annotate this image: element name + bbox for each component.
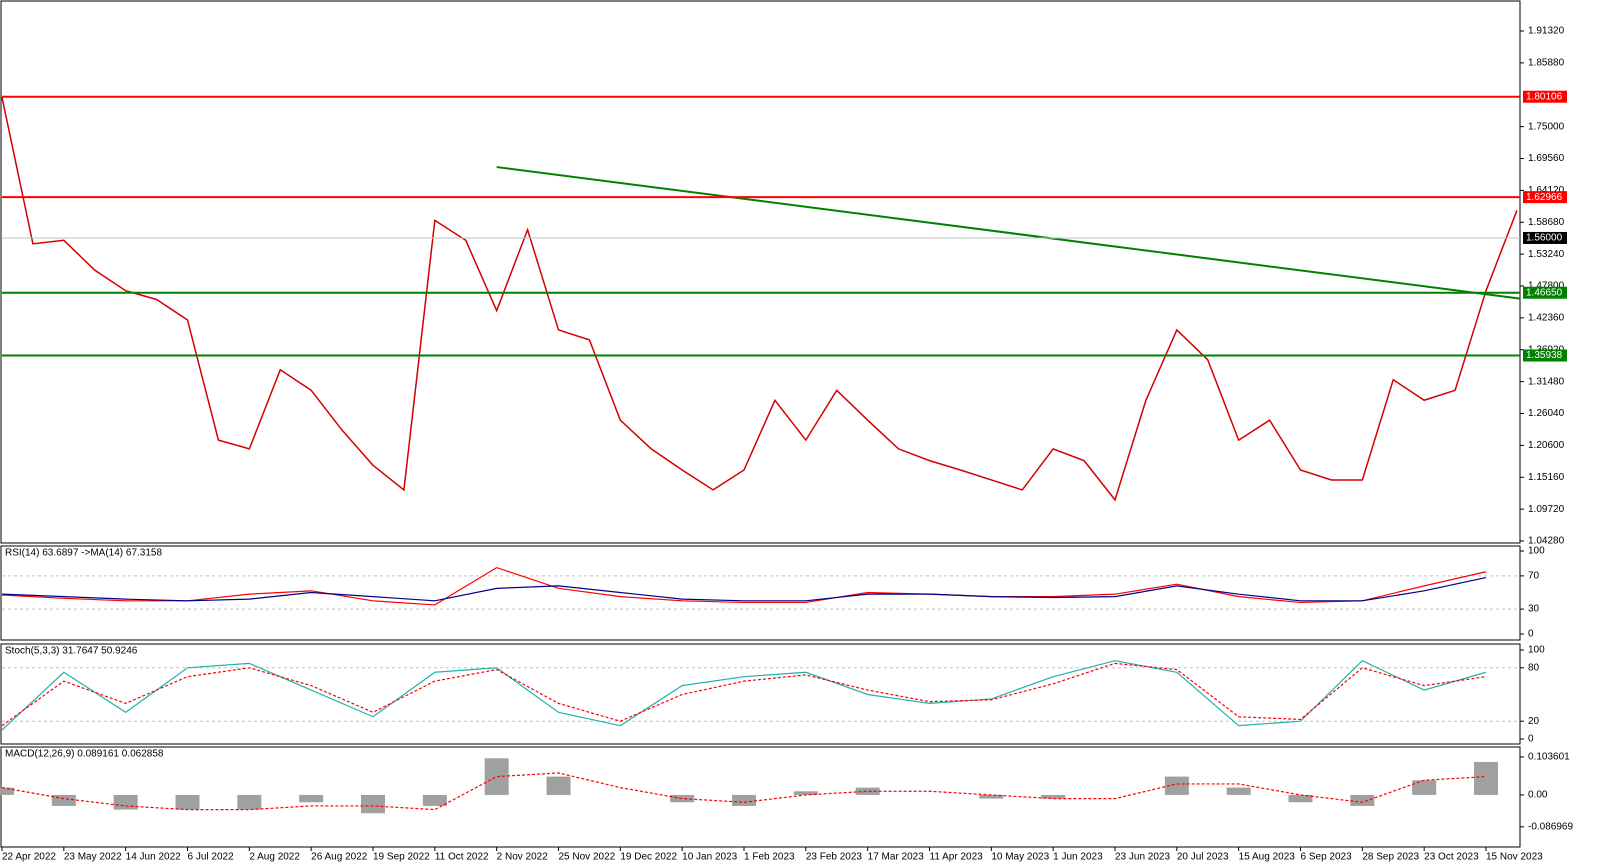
y-tick-label: 1.04280 xyxy=(1528,536,1565,547)
macd-bar xyxy=(175,794,200,810)
macd-bar xyxy=(1164,776,1189,795)
macd-bar xyxy=(732,794,756,806)
indicator-line xyxy=(1,576,1487,602)
macd-bar xyxy=(1226,787,1251,795)
price-label: 1.80106 xyxy=(1526,91,1563,102)
macd-bar xyxy=(979,794,1004,799)
y-tick-label: 1.31480 xyxy=(1528,376,1565,387)
panel-frame xyxy=(0,545,1521,641)
x-tick-label: 10 Jan 2023 xyxy=(682,852,737,863)
price-label-box xyxy=(1523,90,1567,103)
macd-bar xyxy=(0,787,14,795)
macd-bar xyxy=(299,794,324,803)
x-tick-label: 11 Apr 2023 xyxy=(930,852,984,863)
x-tick-label: 22 Apr 2022 xyxy=(2,852,56,863)
y-tick-label: 70 xyxy=(1528,571,1540,582)
price-label: 1.56000 xyxy=(1526,233,1563,244)
y-tick-label: 1.58680 xyxy=(1528,217,1565,228)
y-tick-label: 1.75000 xyxy=(1528,121,1565,132)
y-tick-label: 0.103601 xyxy=(1528,752,1570,763)
x-tick-label: 14 Jun 2022 xyxy=(126,852,181,863)
trend-line xyxy=(496,166,1521,300)
y-tick-label: 100 xyxy=(1528,546,1545,557)
x-tick-label: 23 Feb 2023 xyxy=(806,852,863,863)
y-tick-label: 0 xyxy=(1528,629,1534,640)
signal-line xyxy=(1,772,1487,811)
x-tick-label: 19 Sep 2022 xyxy=(373,852,430,863)
x-tick-label: 26 Aug 2022 xyxy=(311,852,368,863)
y-tick-label: 1.85880 xyxy=(1528,58,1565,69)
price-label: 1.46650 xyxy=(1526,287,1563,298)
macd-bar xyxy=(546,776,571,795)
y-tick-label: -0.086969 xyxy=(1528,821,1573,832)
y-tick-label: 1.42360 xyxy=(1528,313,1565,324)
y-tick-label: 1.69560 xyxy=(1528,153,1565,164)
y-tick-label: 100 xyxy=(1528,645,1545,656)
x-tick-label: 6 Sep 2023 xyxy=(1301,852,1353,863)
macd-bar xyxy=(237,794,262,810)
x-tick-label: 23 Oct 2023 xyxy=(1424,852,1479,863)
panel-frame xyxy=(0,0,1521,544)
y-tick-label: 1.47800 xyxy=(1528,281,1565,292)
indicator-line xyxy=(1,566,1487,606)
y-tick-label: 1.91320 xyxy=(1528,26,1565,37)
x-tick-label: 1 Jun 2023 xyxy=(1053,852,1103,863)
price-label-box xyxy=(1523,286,1567,299)
price-label-box xyxy=(1523,191,1567,204)
panel-frame xyxy=(0,746,1521,848)
macd-bar xyxy=(1041,794,1066,799)
x-tick-label: 15 Aug 2023 xyxy=(1239,852,1296,863)
price-line xyxy=(1,97,1518,502)
x-tick-label: 23 May 2022 xyxy=(64,852,122,863)
price-label: 1.62966 xyxy=(1526,192,1563,203)
x-tick-label: 28 Sep 2023 xyxy=(1362,852,1419,863)
macd-bar xyxy=(1412,780,1437,795)
x-tick-label: 2 Nov 2022 xyxy=(497,852,549,863)
indicator-line xyxy=(1,662,1487,727)
y-tick-label: 30 xyxy=(1528,604,1540,615)
x-tick-label: 17 Mar 2023 xyxy=(868,852,925,863)
x-tick-label: 10 May 2023 xyxy=(991,852,1049,863)
x-tick-label: 25 Nov 2022 xyxy=(559,852,616,863)
price-label-box xyxy=(1523,349,1567,362)
price-label-box xyxy=(1523,231,1567,244)
y-tick-label: 1.09720 xyxy=(1528,504,1565,515)
y-tick-label: 1.20600 xyxy=(1528,440,1565,451)
macd-bar xyxy=(113,794,138,810)
macd-bar xyxy=(855,787,880,795)
macd-bar xyxy=(422,794,447,806)
macd-bar xyxy=(1288,794,1313,803)
indicator-line xyxy=(1,659,1487,731)
x-tick-label: 19 Dec 2022 xyxy=(620,852,677,863)
y-tick-label: 20 xyxy=(1528,716,1540,727)
macd-bar xyxy=(484,758,509,795)
macd-bar xyxy=(1350,794,1375,806)
y-tick-label: 0 xyxy=(1528,734,1534,745)
macd-bar xyxy=(361,794,385,814)
price-label: 1.35938 xyxy=(1526,350,1563,361)
y-tick-label: 1.53240 xyxy=(1528,249,1565,260)
panel-frame xyxy=(0,643,1521,745)
macd-bar xyxy=(793,791,818,795)
y-tick-label: 1.64120 xyxy=(1528,185,1565,196)
x-tick-label: 15 Nov 2023 xyxy=(1486,852,1543,863)
y-tick-label: 1.15160 xyxy=(1528,472,1565,483)
y-tick-label: 0.00 xyxy=(1528,790,1548,801)
x-tick-label: 11 Oct 2022 xyxy=(435,852,489,863)
x-tick-label: 2 Aug 2022 xyxy=(249,852,300,863)
y-tick-label: 80 xyxy=(1528,662,1540,673)
macd-bar xyxy=(51,794,76,806)
macd-bar xyxy=(1474,761,1498,795)
indicator-title: RSI(14) 63.6897 ->MA(14) 67.3158 xyxy=(5,548,162,559)
indicator-title: MACD(12,26,9) 0.089161 0.062858 xyxy=(5,749,164,760)
x-tick-label: 1 Feb 2023 xyxy=(744,852,795,863)
indicator-title: Stoch(5,3,3) 31.7647 50.9246 xyxy=(5,646,138,657)
x-tick-label: 6 Jul 2022 xyxy=(188,852,235,863)
x-tick-label: 23 Jun 2023 xyxy=(1115,852,1170,863)
y-tick-label: 1.26040 xyxy=(1528,408,1565,419)
x-tick-label: 20 Jul 2023 xyxy=(1177,852,1229,863)
